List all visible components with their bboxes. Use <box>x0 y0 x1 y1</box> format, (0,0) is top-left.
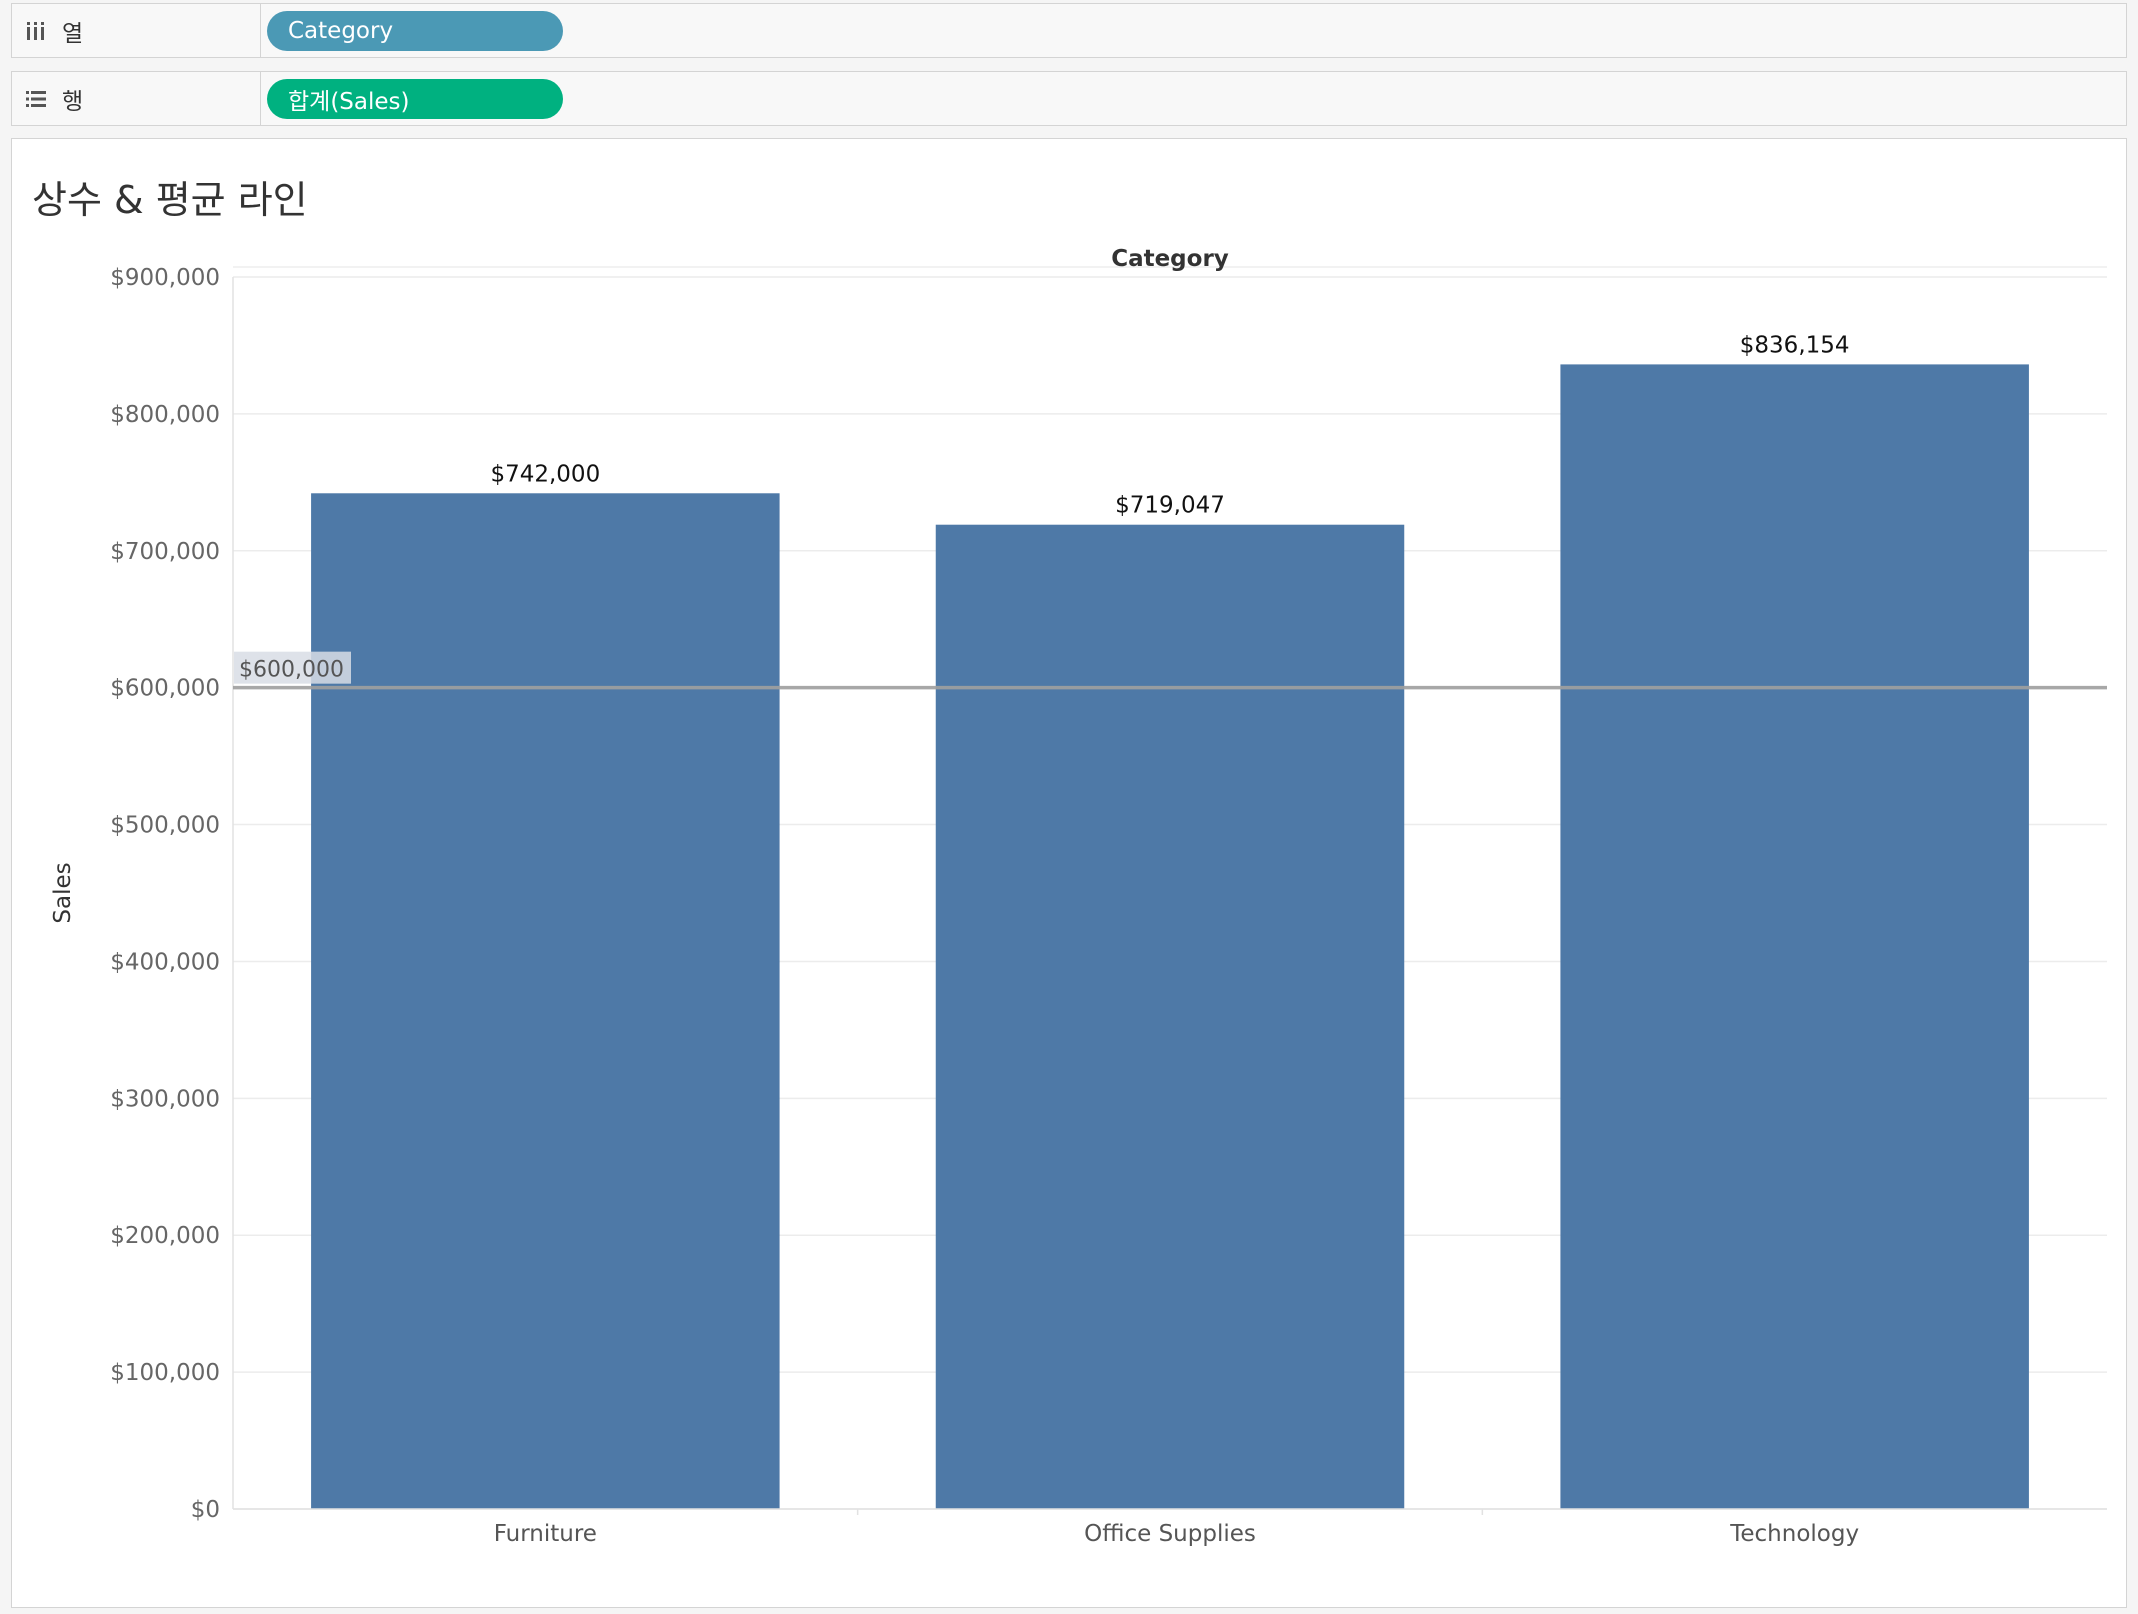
sales-pill[interactable]: 합계(Sales) <box>267 79 563 119</box>
y-tick-label: $200,000 <box>110 1223 220 1249</box>
bar-technology[interactable] <box>1560 364 2029 1509</box>
bar-value-label: $836,154 <box>1740 332 1850 358</box>
y-tick-label: $600,000 <box>110 676 220 702</box>
bar-office-supplies[interactable] <box>935 524 1405 1509</box>
bar-chart: Category $0 $100,000 $200,000 $300,000 $400,0… <box>50 246 2107 1547</box>
y-tick-label: $700,000 <box>110 539 220 565</box>
category-pill[interactable]: Category <box>267 11 563 51</box>
columns-shelf[interactable]: 열 Category <box>11 3 2127 58</box>
columns-label-text: 열 <box>62 20 84 47</box>
rows-shelf[interactable]: 행 합계(Sales) <box>11 71 2127 126</box>
sheet-title: 상수 & 평균 라인 <box>32 178 308 222</box>
reference-label-bg <box>234 651 351 684</box>
y-tick-label: $300,000 <box>110 1086 220 1112</box>
y-tick-label: $400,000 <box>110 949 220 975</box>
column-header: Category <box>1111 246 1229 272</box>
reference-line-label: $600,000 <box>239 658 344 683</box>
y-tick-label: $800,000 <box>110 402 220 428</box>
x-category-label: Furniture <box>494 1521 597 1547</box>
y-tick-label: $500,000 <box>110 813 220 839</box>
rows-label-text: 행 <box>62 88 84 115</box>
rows-shelf-label: 행 <box>12 72 261 125</box>
bar-furniture[interactable] <box>311 493 780 1510</box>
x-category-label: Office Supplies <box>1084 1521 1256 1547</box>
bar-value-label: $742,000 <box>490 461 600 487</box>
y-axis-title: Sales <box>50 862 76 923</box>
columns-icon <box>27 21 44 40</box>
columns-shelf-label: 열 <box>12 4 261 57</box>
y-tick-label: $100,000 <box>110 1360 220 1386</box>
y-tick-label: $900,000 <box>110 265 220 291</box>
y-tick-label: $0 <box>191 1497 220 1523</box>
worksheet: 상수 & 평균 라인 Category $0 $100,000 $200,000 $30… <box>11 138 2127 1608</box>
x-category-label: Technology <box>1729 1521 1859 1547</box>
rows-icon <box>26 90 46 107</box>
bar-value-label: $719,047 <box>1115 493 1225 519</box>
